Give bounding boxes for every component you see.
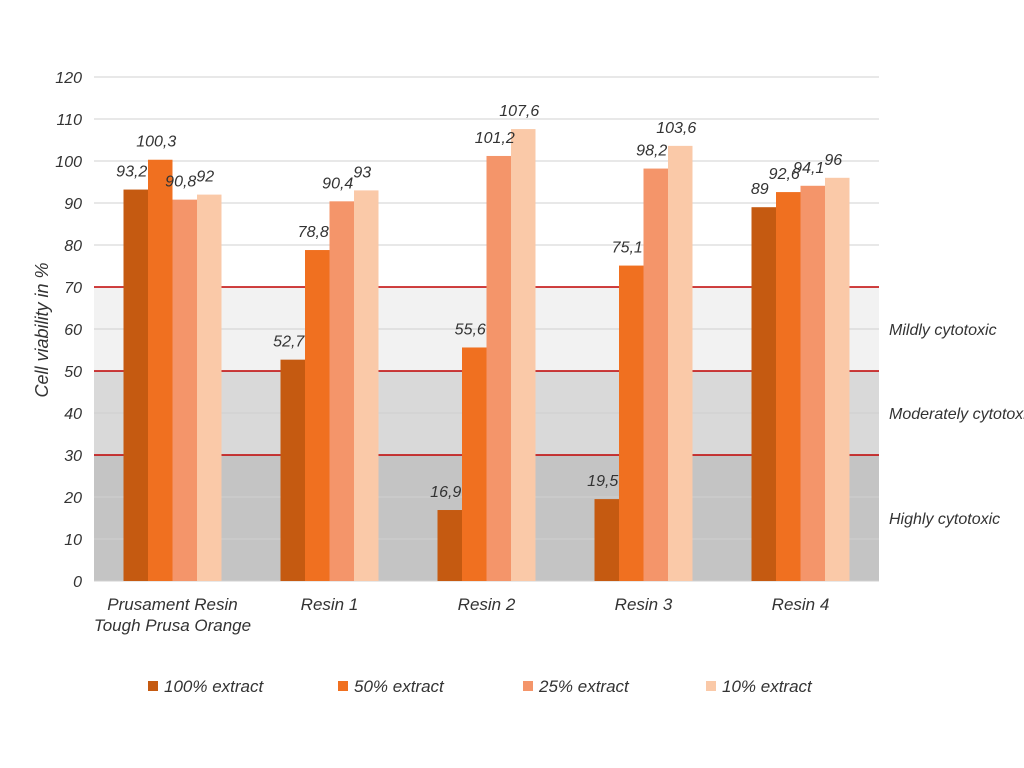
zone-label: Moderately cytotoxic xyxy=(889,406,1024,423)
bar xyxy=(643,168,668,581)
x-axis-categories: Prusament Resin Tough Prusa Orange Resin 1… xyxy=(94,595,829,635)
y-tick-label: 80 xyxy=(64,238,82,255)
data-label: 94,1 xyxy=(793,160,824,177)
zone-label: Highly cytotoxic xyxy=(889,511,1000,528)
y-tick-label: 0 xyxy=(73,574,82,591)
category-label: Prusament Resin xyxy=(107,595,237,614)
data-label: 75,1 xyxy=(612,240,643,257)
bar xyxy=(197,194,222,581)
data-label: 52,7 xyxy=(273,334,305,351)
data-label: 78,8 xyxy=(298,224,329,241)
y-tick-label: 10 xyxy=(64,532,82,549)
data-label: 55,6 xyxy=(455,321,486,338)
bar xyxy=(668,145,693,581)
y-tick-label: 70 xyxy=(64,280,82,297)
bar xyxy=(776,192,801,581)
y-tick-label: 20 xyxy=(63,490,82,507)
category-label: Tough Prusa Orange xyxy=(94,616,251,635)
data-label: 98,2 xyxy=(636,143,667,160)
category-label: Resin 1 xyxy=(301,595,359,614)
data-label: 93 xyxy=(353,164,371,181)
bar xyxy=(305,250,330,582)
bar xyxy=(825,177,850,582)
y-tick-label: 100 xyxy=(55,154,82,171)
category-label: Resin 4 xyxy=(772,595,830,614)
legend-swatch xyxy=(148,681,158,691)
bar xyxy=(751,207,776,581)
legend-swatch xyxy=(338,681,348,691)
bar xyxy=(172,199,197,581)
data-label: 90,4 xyxy=(322,175,353,192)
bar xyxy=(511,129,536,581)
zone-labels: Highly cytotoxic Moderately cytotoxic Mild… xyxy=(889,322,1024,528)
y-tick-label: 40 xyxy=(64,406,82,423)
y-tick-label: 50 xyxy=(64,364,82,381)
legend-label: 100% extract xyxy=(164,677,264,696)
bar xyxy=(619,265,644,581)
y-tick-label: 60 xyxy=(64,322,82,339)
y-tick-label: 110 xyxy=(56,112,82,129)
bar xyxy=(462,347,487,581)
data-label: 92,6 xyxy=(769,166,800,183)
data-label: 90,8 xyxy=(165,174,196,191)
y-axis-label: Cell viability in % xyxy=(32,262,52,397)
bar xyxy=(486,155,511,581)
data-label: 100,3 xyxy=(136,134,176,151)
category-label: Resin 3 xyxy=(615,595,673,614)
legend-label: 50% extract xyxy=(354,677,445,696)
category-label: Resin 2 xyxy=(458,595,516,614)
bar xyxy=(280,359,305,581)
data-label: 96 xyxy=(824,152,842,169)
data-label: 93,2 xyxy=(116,164,147,181)
data-label: 89 xyxy=(751,181,769,198)
bar xyxy=(594,499,619,581)
data-label: 92 xyxy=(196,169,214,186)
data-labels: 93,2 100,3 90,8 92 52,7 78,8 90,493 16,9 55,6 101… xyxy=(116,103,842,501)
y-tick-label: 90 xyxy=(64,196,82,213)
data-label: 101,2 xyxy=(475,130,515,147)
legend-swatch xyxy=(706,681,716,691)
legend-label: 25% extract xyxy=(538,677,630,696)
bar xyxy=(437,510,462,581)
y-tick-label: 30 xyxy=(64,448,82,465)
bar xyxy=(354,190,379,581)
bar xyxy=(800,185,825,581)
bars xyxy=(123,129,850,582)
data-label: 16,9 xyxy=(430,484,461,501)
bar xyxy=(148,159,173,582)
y-axis-ticks: 0 10 20 30 40 50 60 70 80 90 100 110 120 xyxy=(55,70,82,591)
data-label: 19,5 xyxy=(587,473,618,490)
bar xyxy=(329,201,354,581)
bar xyxy=(123,189,148,581)
data-label: 103,6 xyxy=(656,120,696,137)
legend: 100% extract 50% extract 25% extract 10% ex… xyxy=(148,677,813,696)
legend-label: 10% extract xyxy=(722,677,813,696)
zone-label: Mildly cytotoxic xyxy=(889,322,997,339)
legend-swatch xyxy=(523,681,533,691)
y-tick-label: 120 xyxy=(55,70,82,87)
data-label: 107,6 xyxy=(499,103,539,120)
